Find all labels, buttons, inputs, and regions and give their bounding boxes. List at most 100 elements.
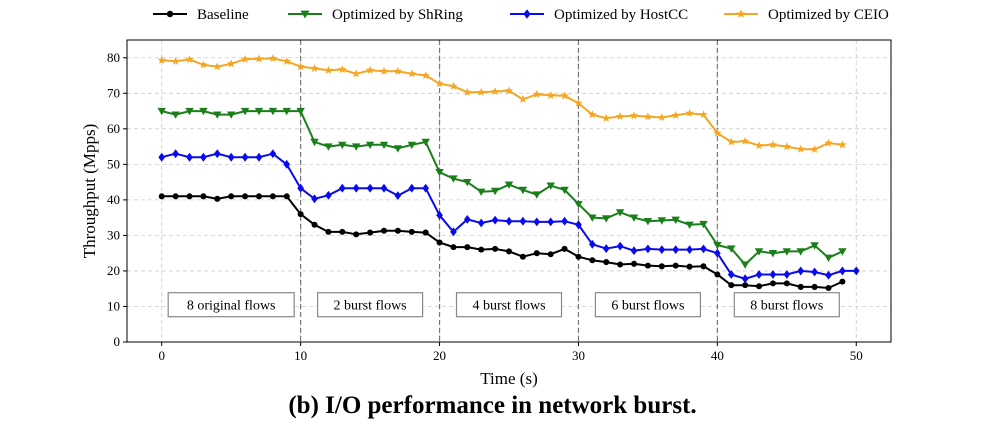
y-tick-label: 30 <box>107 227 120 242</box>
annotation-box <box>733 292 840 318</box>
data-point-optimized-by-ceio <box>490 87 500 96</box>
y-axis-label: Throughput (Mpps) <box>80 124 99 259</box>
data-point-optimized-by-hostcc <box>394 191 402 200</box>
data-point-optimized-by-ceio <box>435 79 444 88</box>
data-point-optimized-by-shring <box>699 220 708 229</box>
data-point-optimized-by-ceio <box>713 128 722 137</box>
data-point-optimized-by-shring <box>727 245 736 253</box>
legend-item-baseline: Baseline <box>153 7 249 23</box>
data-point-optimized-by-ceio <box>615 112 625 120</box>
data-point-baseline <box>811 283 818 290</box>
legend-label: Optimized by ShRing <box>332 7 463 23</box>
data-point-optimized-by-shring <box>365 141 375 149</box>
legend-label: Optimized by CEIO <box>768 7 889 23</box>
data-point-optimized-by-shring <box>643 218 653 226</box>
data-point-optimized-by-ceio <box>310 64 319 72</box>
data-point-optimized-by-hostcc <box>616 241 624 251</box>
phase-dividers <box>300 40 718 342</box>
throughput-chart: Baseline Optimized by ShRing Optimized by … <box>80 7 892 388</box>
data-point-baseline <box>672 262 679 269</box>
data-point-optimized-by-hostcc <box>491 215 499 225</box>
data-point-baseline <box>686 263 693 270</box>
data-point-optimized-by-hostcc <box>602 244 610 253</box>
data-point-baseline <box>589 257 596 264</box>
data-point-optimized-by-ceio <box>296 62 305 71</box>
data-point-baseline <box>742 282 749 289</box>
data-point-optimized-by-ceio <box>838 140 847 149</box>
data-point-optimized-by-ceio <box>588 110 597 119</box>
data-point-optimized-by-hostcc <box>755 270 763 279</box>
data-point-baseline <box>700 263 707 270</box>
x-axis-label: Time (s) <box>480 369 537 388</box>
data-point-optimized-by-ceio <box>240 54 250 63</box>
data-point-optimized-by-hostcc <box>630 246 638 256</box>
data-point-optimized-by-ceio <box>727 137 736 146</box>
data-point-optimized-by-ceio <box>185 55 194 64</box>
data-point-optimized-by-ceio <box>602 113 611 122</box>
data-point-optimized-by-hostcc <box>727 270 735 279</box>
data-point-optimized-by-ceio <box>352 69 361 78</box>
data-point-optimized-by-shring <box>768 250 778 258</box>
data-point-optimized-by-shring <box>629 214 639 222</box>
data-point-optimized-by-shring <box>810 242 819 250</box>
data-point-baseline <box>575 253 582 260</box>
annotation-label: 8 original flows <box>187 299 276 314</box>
data-point-baseline <box>311 221 318 228</box>
data-point-optimized-by-hostcc <box>505 216 513 226</box>
legend-marker <box>736 9 746 18</box>
data-point-baseline <box>172 193 179 200</box>
data-point-optimized-by-ceio <box>268 54 277 62</box>
data-point-baseline <box>297 211 304 218</box>
data-point-optimized-by-hostcc <box>158 152 166 162</box>
y-tick-label: 10 <box>107 298 120 313</box>
y-tick-label: 20 <box>107 263 120 278</box>
data-point-optimized-by-ceio <box>449 81 458 90</box>
data-point-optimized-by-ceio <box>699 110 708 119</box>
data-point-optimized-by-shring <box>754 248 764 256</box>
data-point-optimized-by-shring <box>602 215 611 223</box>
data-point-optimized-by-shring <box>352 143 361 151</box>
data-point-baseline <box>561 245 568 252</box>
data-point-baseline <box>325 228 332 235</box>
data-point-optimized-by-hostcc <box>519 216 527 226</box>
data-point-optimized-by-ceio <box>518 94 528 103</box>
data-point-optimized-by-ceio <box>768 140 778 149</box>
data-point-optimized-by-hostcc <box>714 248 721 258</box>
data-point-optimized-by-shring <box>185 107 194 116</box>
data-point-optimized-by-shring <box>796 248 805 256</box>
axes: 0 10 20 30 40 50 60 70 80 0 10 20 30 40 50 Time (s) Thro… <box>80 39 892 388</box>
data-point-baseline <box>380 227 388 234</box>
data-point-optimized-by-hostcc <box>380 183 388 193</box>
data-point-baseline <box>714 271 721 278</box>
data-point-baseline <box>839 278 846 285</box>
legend-marker <box>523 9 531 19</box>
data-point-optimized-by-hostcc <box>839 266 846 276</box>
data-point-baseline <box>367 229 374 236</box>
data-point-optimized-by-hostcc <box>797 266 805 276</box>
data-point-optimized-by-ceio <box>324 65 333 74</box>
data-point-optimized-by-hostcc <box>408 183 416 193</box>
data-point-optimized-by-shring <box>157 107 166 116</box>
data-point-baseline <box>617 261 624 268</box>
data-point-baseline <box>547 251 554 258</box>
data-point-baseline <box>283 193 290 200</box>
series-optimized-by-hostcc <box>158 149 860 284</box>
x-tick-label: 10 <box>294 348 307 363</box>
data-point-optimized-by-shring <box>615 209 625 217</box>
data-point-optimized-by-shring <box>685 221 694 229</box>
data-point-baseline <box>603 259 610 266</box>
data-point-optimized-by-hostcc <box>741 274 749 284</box>
data-point-optimized-by-hostcc <box>783 270 791 279</box>
data-point-optimized-by-ceio <box>643 112 653 121</box>
data-point-optimized-by-shring <box>171 111 180 119</box>
data-point-optimized-by-hostcc <box>672 245 680 254</box>
data-point-baseline <box>478 246 485 253</box>
data-point-optimized-by-ceio <box>741 136 750 145</box>
annotation-box <box>455 292 563 318</box>
y-tick-label: 40 <box>107 192 120 207</box>
data-point-baseline <box>728 282 735 289</box>
data-point-optimized-by-shring <box>338 141 347 149</box>
data-point-optimized-by-hostcc <box>186 152 193 162</box>
data-point-optimized-by-ceio <box>254 54 264 63</box>
data-point-optimized-by-shring <box>296 107 305 116</box>
